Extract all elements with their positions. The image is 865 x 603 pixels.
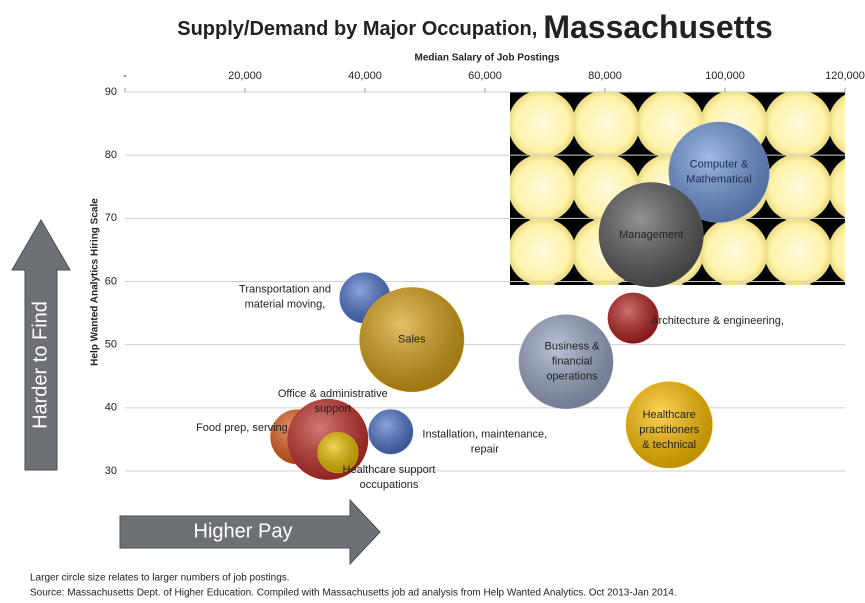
x-tick-label: 120,000 [825, 70, 865, 82]
y-tick-label: 70 [105, 212, 117, 224]
bubble-label: Management [619, 229, 683, 241]
bubble-label: Architecture & engineering, [651, 315, 784, 327]
bubble-label: Food prep, serving [196, 422, 288, 434]
x-tick-label: - [123, 70, 127, 82]
y-tick-label: 90 [105, 86, 117, 98]
arrow-label: Harder to Find [29, 301, 51, 429]
bubble-label: Installation, maintenance,repair [422, 428, 547, 455]
y-axis-label: Help Wanted Analytics Hiring Scale [90, 198, 101, 366]
y-tick-label: 80 [105, 149, 117, 161]
chart: Supply/Demand by Major Occupation, Massac… [0, 0, 865, 603]
bubble-shade [369, 410, 413, 454]
arrow-label: Higher Pay [194, 520, 293, 542]
chart-title: Supply/Demand by Major Occupation, Massac… [177, 9, 773, 45]
bubble-label: Sales [398, 334, 426, 346]
y-tick-label: 30 [105, 465, 117, 477]
x-tick-label: 40,000 [348, 70, 382, 82]
y-tick-label: 50 [105, 339, 117, 351]
footnote: Larger circle size relates to larger num… [30, 573, 290, 584]
x-axis-label: Median Salary of Job Postings [414, 53, 559, 64]
x-tick-label: 60,000 [468, 70, 502, 82]
title-main: Supply/Demand by Major Occupation, [177, 18, 537, 40]
title-emphasis: Massachusetts [543, 9, 772, 45]
footnote: Source: Massachusetts Dept. of Higher Ed… [30, 588, 677, 599]
x-tick-label: 100,000 [705, 70, 745, 82]
x-tick-label: 20,000 [228, 70, 262, 82]
y-tick-label: 40 [105, 402, 117, 414]
page: Supply/Demand by Major Occupation, Massac… [0, 0, 865, 603]
y-tick-label: 60 [105, 275, 117, 287]
x-tick-label: 80,000 [588, 70, 622, 82]
